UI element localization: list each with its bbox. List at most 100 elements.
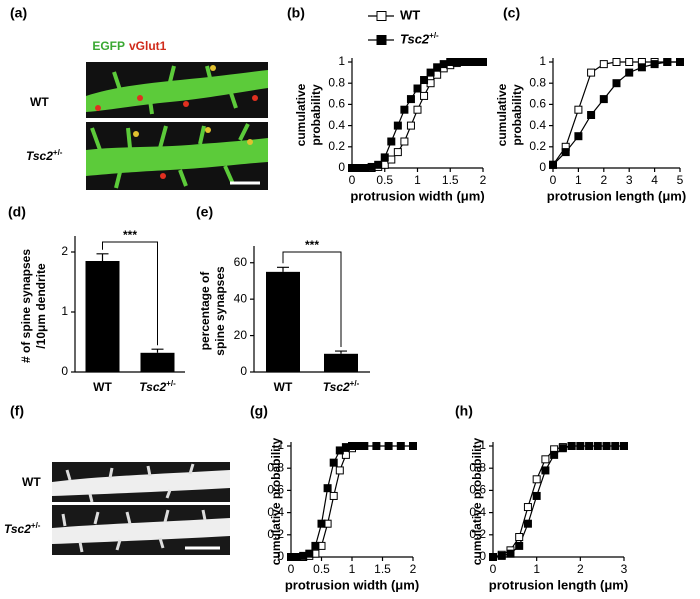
x-tick-label: 2 xyxy=(577,562,584,576)
marker xyxy=(413,105,422,114)
marker xyxy=(400,105,409,114)
x-axis-label: protrusion length (μm) xyxy=(547,188,686,203)
significance-label: *** xyxy=(123,228,137,242)
y-axis-label: percentage of xyxy=(198,271,212,351)
y-tick-label: 0 xyxy=(338,160,345,174)
marker xyxy=(400,137,409,146)
marker xyxy=(663,58,672,66)
y-axis-label: probability xyxy=(510,84,524,146)
y-axis-label: cumulative probability xyxy=(269,437,283,565)
marker xyxy=(676,58,684,66)
marker xyxy=(433,70,442,79)
x-tick-label: 3 xyxy=(626,173,633,187)
x-tick-label: 0.5 xyxy=(376,173,393,187)
x-tick-label: 2 xyxy=(600,173,607,187)
series-line xyxy=(352,61,483,169)
marker xyxy=(612,58,621,66)
x-tick-label: 1 xyxy=(575,173,582,187)
x-tick-label: 1 xyxy=(533,562,540,576)
x-tick-label: 0 xyxy=(349,173,356,187)
panel-label: (e) xyxy=(196,204,213,220)
y-tick-label: 0.4 xyxy=(529,118,546,132)
x-tick-label: 5 xyxy=(677,173,684,187)
marker xyxy=(637,63,646,72)
marker xyxy=(433,63,442,72)
series-line xyxy=(352,61,483,169)
x-tick-label: Tsc2+/- xyxy=(139,379,176,395)
y-tick-label: 0 xyxy=(479,549,486,563)
marker xyxy=(380,160,389,169)
marker xyxy=(360,442,369,450)
y-axis-label: cumulative xyxy=(495,83,509,146)
marker xyxy=(459,58,468,66)
series-line xyxy=(492,445,624,558)
x-tick-label: WT xyxy=(274,380,293,394)
x-axis-label: protrusion width (μm) xyxy=(285,577,419,592)
y-tick-label: 0.2 xyxy=(328,139,345,153)
y-tick-label: 0.8 xyxy=(529,75,546,89)
x-axis-label: protrusion length (μm) xyxy=(489,577,628,592)
legend-label: Tsc2+/- xyxy=(400,31,439,47)
y-tick-label: 1 xyxy=(61,304,68,318)
marker xyxy=(393,121,402,130)
y-tick-label: 0.4 xyxy=(328,118,345,132)
y-tick-label: 0.2 xyxy=(529,139,546,153)
y-axis-label: cumulative probability xyxy=(470,437,484,565)
y-tick-label: 0.8 xyxy=(328,75,345,89)
y-tick-label: 0 xyxy=(277,549,284,563)
marker xyxy=(593,442,602,450)
marker xyxy=(372,442,381,450)
x-tick-label: 0 xyxy=(288,562,295,576)
marker xyxy=(625,68,634,77)
panel-label: (d) xyxy=(8,204,26,220)
marker xyxy=(420,91,429,100)
marker xyxy=(489,553,497,561)
marker xyxy=(541,455,550,464)
significance-bracket xyxy=(102,241,158,346)
marker xyxy=(479,58,487,66)
marker xyxy=(413,84,422,93)
x-tick-label: 1.5 xyxy=(374,562,391,576)
marker xyxy=(452,58,461,66)
marker xyxy=(587,68,596,77)
panel-label: (g) xyxy=(250,403,268,419)
marker xyxy=(317,519,326,528)
error-bar xyxy=(277,266,289,272)
marker xyxy=(550,450,559,459)
marker xyxy=(426,68,435,77)
micrograph-a xyxy=(86,62,268,190)
y-axis-label: cumulative xyxy=(294,83,308,146)
micrograph-f xyxy=(52,462,230,555)
legend-marker xyxy=(376,35,387,45)
y-tick-label: 0.6 xyxy=(469,483,486,497)
legend-marker xyxy=(376,11,387,21)
panel-label: (a) xyxy=(10,5,27,21)
x-tick-label: 1.5 xyxy=(442,173,459,187)
panel-label: (c) xyxy=(503,5,520,21)
marker xyxy=(472,58,481,66)
row-label: WT xyxy=(30,95,49,109)
x-tick-label: 1 xyxy=(414,173,421,187)
marker xyxy=(374,160,383,169)
marker xyxy=(354,164,363,172)
marker xyxy=(406,95,415,104)
marker xyxy=(311,541,320,550)
y-tick-label: 0.6 xyxy=(328,97,345,111)
y-tick-label: 2 xyxy=(61,244,68,258)
y-tick-label: 0.4 xyxy=(469,505,486,519)
stain-label: vGlut1 xyxy=(129,39,167,53)
y-tick-label: 0.2 xyxy=(267,527,284,541)
marker xyxy=(387,137,396,146)
marker xyxy=(650,60,659,69)
error-bar xyxy=(96,253,109,261)
y-tick-label: 20 xyxy=(234,328,248,342)
marker xyxy=(406,121,415,130)
y-tick-label: 40 xyxy=(234,291,248,305)
marker xyxy=(506,549,515,558)
error-bar xyxy=(151,348,164,353)
x-tick-label: 2 xyxy=(480,173,487,187)
marker xyxy=(396,442,405,450)
legend-label: WT xyxy=(400,7,420,22)
row-label: Tsc2+/- xyxy=(4,521,41,537)
marker xyxy=(335,466,344,475)
